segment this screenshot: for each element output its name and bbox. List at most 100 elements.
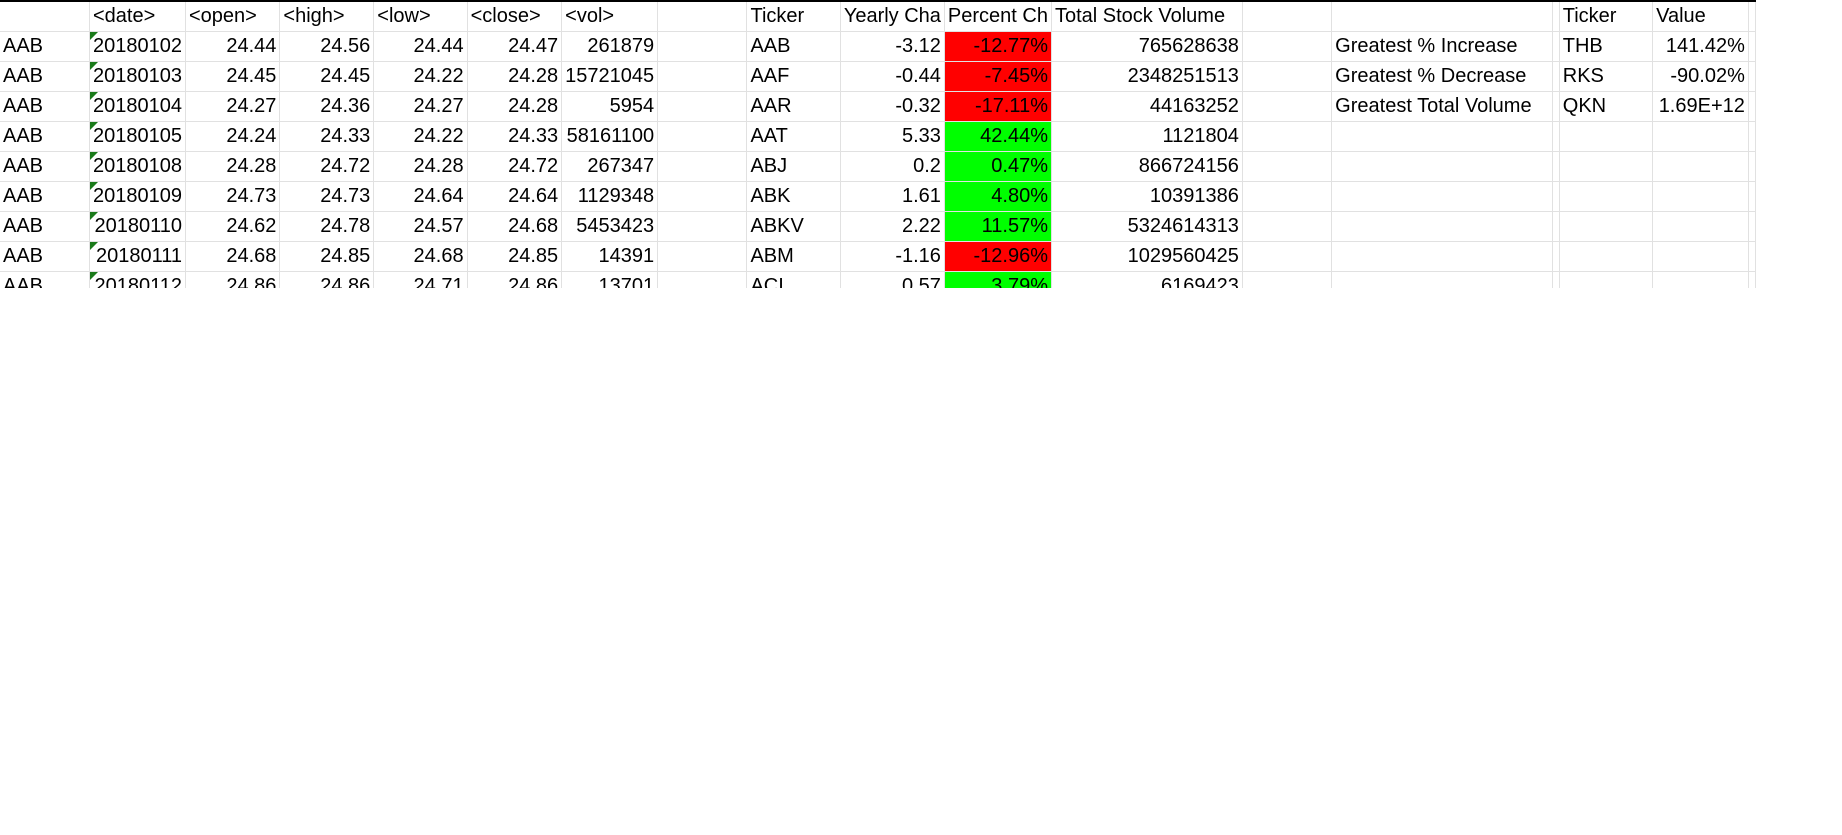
total-volume-cell[interactable]: 2348251513	[1051, 61, 1243, 92]
empty-cell[interactable]	[1242, 271, 1333, 288]
ticker-cell[interactable]: AAB	[0, 151, 90, 182]
percent-change-cell[interactable]: -17.11%	[944, 91, 1052, 122]
data-cell[interactable]: 24.72	[279, 151, 375, 182]
empty-cell[interactable]	[1652, 241, 1749, 272]
data-cell[interactable]: 24.36	[279, 91, 375, 122]
spreadsheet-grid[interactable]: <date> <open> <high> <low> <close> <vol> Ticke…	[0, 0, 1756, 288]
data-cell[interactable]: 24.86	[279, 271, 375, 288]
empty-cell[interactable]	[657, 91, 748, 122]
empty-cell[interactable]	[1559, 241, 1654, 272]
greatest-value-cell[interactable]: 1.69E+12	[1652, 91, 1749, 122]
data-cell[interactable]: 24.78	[279, 211, 375, 242]
data-cell[interactable]: 267347	[561, 151, 659, 182]
empty-cell[interactable]	[1559, 271, 1654, 288]
empty-cell[interactable]	[1331, 211, 1553, 242]
empty-cell[interactable]	[1559, 181, 1654, 212]
empty-cell[interactable]	[1242, 31, 1333, 62]
data-cell[interactable]: 20180112	[89, 271, 186, 288]
empty-cell[interactable]	[657, 151, 748, 182]
data-cell[interactable]: 24.22	[373, 121, 468, 152]
ticker-cell[interactable]: AAB	[0, 271, 90, 288]
header-cell[interactable]	[1748, 2, 1756, 32]
yearly-change-cell[interactable]: -3.12	[840, 31, 945, 62]
data-cell[interactable]: 24.73	[185, 181, 281, 212]
data-cell[interactable]: 24.33	[279, 121, 375, 152]
header-cell[interactable]	[1331, 2, 1553, 32]
empty-cell[interactable]	[1331, 151, 1553, 182]
header-cell[interactable]	[1242, 2, 1333, 32]
data-cell[interactable]: 20180108	[89, 151, 186, 182]
summary-ticker-cell[interactable]: AAB	[746, 31, 841, 62]
empty-cell[interactable]	[1559, 211, 1654, 242]
empty-cell[interactable]	[657, 181, 748, 212]
yearly-change-cell[interactable]: 2.22	[840, 211, 945, 242]
data-cell[interactable]: 24.85	[279, 241, 375, 272]
percent-change-cell[interactable]: 4.80%	[944, 181, 1052, 212]
data-cell[interactable]: 261879	[561, 31, 659, 62]
empty-cell[interactable]	[1331, 121, 1553, 152]
empty-cell[interactable]	[1652, 181, 1749, 212]
ticker-cell[interactable]: AAB	[0, 31, 90, 62]
percent-change-cell[interactable]: 42.44%	[944, 121, 1052, 152]
header-cell[interactable]	[1552, 2, 1560, 32]
header-cell[interactable]	[657, 2, 748, 32]
empty-cell[interactable]	[657, 211, 748, 242]
header-cell[interactable]: <vol>	[561, 2, 659, 32]
data-cell[interactable]: 14391	[561, 241, 659, 272]
percent-change-cell[interactable]: -12.96%	[944, 241, 1052, 272]
greatest-label-cell[interactable]: Greatest % Decrease	[1331, 61, 1553, 92]
total-volume-cell[interactable]: 6169423	[1051, 271, 1243, 288]
data-cell[interactable]: 1129348	[561, 181, 659, 212]
data-cell[interactable]: 24.73	[279, 181, 375, 212]
yearly-change-cell[interactable]: 0.57	[840, 271, 945, 288]
percent-change-cell[interactable]: 11.57%	[944, 211, 1052, 242]
greatest-ticker-cell[interactable]: THB	[1559, 31, 1654, 62]
summary-ticker-cell[interactable]: ACI	[746, 271, 841, 288]
empty-cell[interactable]	[1242, 61, 1333, 92]
empty-cell[interactable]	[1652, 271, 1749, 288]
yearly-change-cell[interactable]: -0.44	[840, 61, 945, 92]
percent-change-cell[interactable]: 0.47%	[944, 151, 1052, 182]
data-cell[interactable]: 20180102	[89, 31, 186, 62]
data-cell[interactable]: 20180103	[89, 61, 186, 92]
header-cell[interactable]: Total Stock Volume	[1051, 2, 1243, 32]
data-cell[interactable]: 24.86	[185, 271, 281, 288]
data-cell[interactable]: 24.28	[467, 61, 563, 92]
total-volume-cell[interactable]: 44163252	[1051, 91, 1243, 122]
header-cell[interactable]: <date>	[89, 2, 186, 32]
ticker-cell[interactable]: AAB	[0, 61, 90, 92]
summary-ticker-cell[interactable]: AAF	[746, 61, 841, 92]
data-cell[interactable]: 20180111	[89, 241, 186, 272]
data-cell[interactable]: 24.27	[185, 91, 281, 122]
summary-ticker-cell[interactable]: ABJ	[746, 151, 841, 182]
empty-cell[interactable]	[1559, 121, 1654, 152]
data-cell[interactable]: 20180105	[89, 121, 186, 152]
data-cell[interactable]: 24.44	[373, 31, 468, 62]
data-cell[interactable]: 20180109	[89, 181, 186, 212]
yearly-change-cell[interactable]: -0.32	[840, 91, 945, 122]
data-cell[interactable]: 24.64	[373, 181, 468, 212]
empty-cell[interactable]	[657, 271, 748, 288]
empty-cell[interactable]	[1331, 181, 1553, 212]
header-cell[interactable]	[0, 2, 90, 32]
data-cell[interactable]: 20180110	[89, 211, 186, 242]
data-cell[interactable]: 13701	[561, 271, 659, 288]
data-cell[interactable]: 24.57	[373, 211, 468, 242]
total-volume-cell[interactable]: 1121804	[1051, 121, 1243, 152]
data-cell[interactable]: 5954	[561, 91, 659, 122]
empty-cell[interactable]	[657, 121, 748, 152]
empty-cell[interactable]	[1242, 91, 1333, 122]
greatest-ticker-cell[interactable]: RKS	[1559, 61, 1654, 92]
header-cell[interactable]: Yearly Cha	[840, 2, 945, 32]
data-cell[interactable]: 15721045	[561, 61, 659, 92]
total-volume-cell[interactable]: 866724156	[1051, 151, 1243, 182]
data-cell[interactable]: 24.62	[185, 211, 281, 242]
data-cell[interactable]: 24.68	[373, 241, 468, 272]
empty-cell[interactable]	[1242, 211, 1333, 242]
greatest-value-cell[interactable]: -90.02%	[1652, 61, 1749, 92]
ticker-cell[interactable]: AAB	[0, 121, 90, 152]
percent-change-cell[interactable]: 3.79%	[944, 271, 1052, 288]
yearly-change-cell[interactable]: -1.16	[840, 241, 945, 272]
yearly-change-cell[interactable]: 5.33	[840, 121, 945, 152]
data-cell[interactable]: 58161100	[561, 121, 659, 152]
